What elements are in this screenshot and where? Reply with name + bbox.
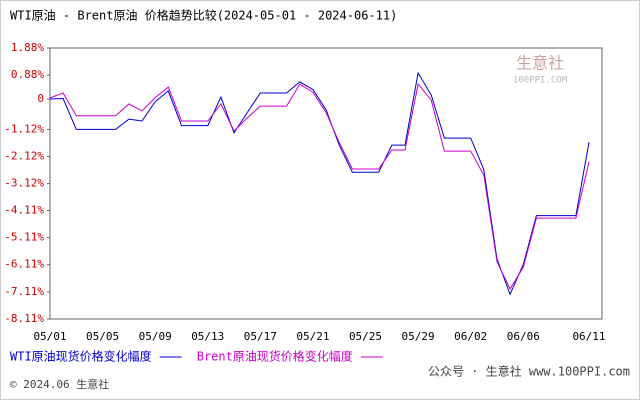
x-tick-label: 06/11 bbox=[572, 330, 605, 343]
y-tick-label: 0 bbox=[37, 92, 44, 105]
y-tick-label: -2.12% bbox=[4, 150, 44, 163]
x-tick-label: 05/17 bbox=[244, 330, 277, 343]
x-tick-label: 06/06 bbox=[507, 330, 540, 343]
y-tick-label: 0.88% bbox=[11, 68, 44, 81]
legend-label: WTI原油现货价格变化幅度 bbox=[10, 349, 152, 364]
x-tick-label: 05/25 bbox=[349, 330, 382, 343]
y-tick-label: 1.88% bbox=[11, 41, 44, 54]
watermark: 生意社 bbox=[516, 54, 564, 73]
y-tick-label: -1.12% bbox=[4, 122, 44, 135]
footer-right: 公众号 · 生意社 www.100PPI.com bbox=[428, 364, 630, 379]
y-tick-label: -8.11% bbox=[4, 312, 44, 325]
y-tick-label: -3.12% bbox=[4, 177, 44, 190]
y-tick-label: -7.11% bbox=[4, 285, 44, 298]
series-line bbox=[49, 71, 590, 296]
y-tick-label: -6.11% bbox=[4, 258, 44, 271]
x-tick-label: 05/21 bbox=[296, 330, 329, 343]
watermark-sub: 100PPI.COM bbox=[513, 76, 568, 86]
x-tick-label: 05/01 bbox=[33, 330, 66, 343]
footer: © 2024.06 生意社 bbox=[10, 377, 109, 391]
x-tick-label: 06/02 bbox=[454, 330, 487, 343]
y-tick-label: -4.11% bbox=[4, 203, 44, 216]
legend-label: Brent原油现货价格变化幅度 bbox=[197, 349, 353, 364]
x-tick-label: 05/13 bbox=[191, 330, 224, 343]
x-tick-label: 05/29 bbox=[402, 330, 435, 343]
y-tick-label: -5.11% bbox=[4, 231, 44, 244]
x-tick-label: 05/05 bbox=[86, 330, 119, 343]
chart-title: WTI原油 - Brent原油 价格趋势比较(2024-05-01 - 2024… bbox=[10, 8, 397, 23]
x-tick-label: 05/09 bbox=[139, 330, 172, 343]
series-line bbox=[49, 82, 590, 290]
